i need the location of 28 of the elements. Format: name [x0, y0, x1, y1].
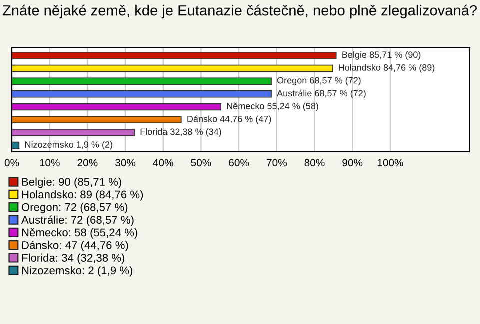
x-tick-label: 0%: [4, 159, 20, 167]
x-tick-label: 20%: [78, 159, 98, 167]
data-label: Belgie 85,71 % (90): [342, 51, 421, 60]
chart-title: Znáte nějaké země, kde je Eutanazie částečně, nebo plně zlegalizovaná?: [2, 4, 478, 19]
data-label: Florida 32,38 % (34): [140, 128, 222, 137]
x-tick-label: 40%: [153, 159, 174, 167]
x-tick-label: 50%: [191, 159, 212, 167]
x-tick-label: 100%: [378, 159, 404, 167]
data-label: Nizozemsko 1,9 % (2): [25, 141, 112, 150]
legend-label: Belgie: 90 (85,71 %): [22, 178, 122, 188]
data-label: Oregon 68,57 % (72): [277, 77, 361, 86]
data-label: Dánsko 44,76 % (47): [188, 116, 272, 124]
legend-label: Florida: 34 (32,38 %): [22, 254, 125, 264]
data-label: Austrálie 68,57 % (72): [277, 90, 366, 98]
legend-label: Holandsko: 89 (84,76 %): [22, 190, 144, 201]
data-label: Německo 55,24 % (58): [227, 102, 318, 112]
x-tick-label: 30%: [116, 159, 136, 167]
legend-label: Austrálie: 72 (68,57 %): [21, 216, 134, 226]
x-tick-label: 70%: [267, 159, 287, 167]
x-tick-label: 90%: [342, 159, 363, 167]
legend-label: Německo: 58 (55,24 %): [22, 228, 138, 239]
data-label: Holandsko 84,76 % (89): [339, 64, 435, 73]
legend-label: Nizozemsko: 2 (1,9 %): [22, 266, 133, 277]
x-tick-label: 10%: [40, 159, 60, 167]
x-tick-label: 60%: [229, 159, 250, 167]
legend-label: Oregon: 72 (68,57 %): [22, 203, 128, 214]
x-tick-label: 80%: [304, 159, 325, 167]
legend-label: Dánsko: 47 (44,76 %): [22, 241, 128, 252]
